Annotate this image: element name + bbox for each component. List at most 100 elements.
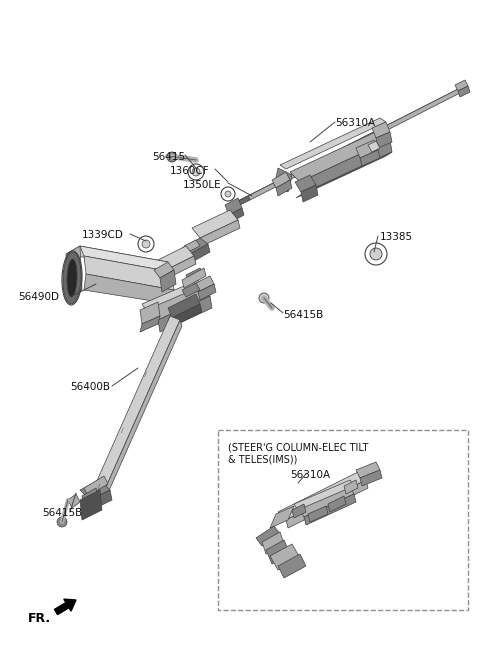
Polygon shape	[256, 526, 280, 546]
Polygon shape	[182, 268, 206, 288]
Ellipse shape	[63, 252, 81, 304]
Polygon shape	[298, 484, 354, 517]
Polygon shape	[262, 532, 284, 554]
Polygon shape	[270, 544, 300, 570]
Polygon shape	[360, 150, 380, 166]
Polygon shape	[278, 554, 306, 578]
Polygon shape	[82, 488, 98, 506]
Polygon shape	[142, 280, 202, 310]
Polygon shape	[296, 152, 392, 198]
Polygon shape	[154, 262, 174, 278]
Polygon shape	[140, 316, 160, 332]
Polygon shape	[225, 198, 242, 215]
Polygon shape	[172, 304, 202, 326]
Polygon shape	[292, 504, 306, 518]
Circle shape	[57, 517, 67, 527]
Polygon shape	[368, 141, 380, 152]
Polygon shape	[84, 256, 174, 290]
Text: 56400B: 56400B	[70, 382, 110, 392]
Text: FR.: FR.	[28, 611, 51, 625]
Polygon shape	[160, 270, 176, 292]
Polygon shape	[184, 240, 200, 252]
Circle shape	[225, 191, 231, 197]
Polygon shape	[156, 256, 196, 283]
Circle shape	[138, 236, 154, 252]
Text: 56490D: 56490D	[18, 292, 59, 302]
Polygon shape	[140, 302, 160, 324]
Polygon shape	[68, 494, 80, 508]
Text: 1360CF: 1360CF	[170, 166, 210, 176]
Text: 56415B: 56415B	[42, 508, 82, 518]
Text: 1339CD: 1339CD	[82, 230, 124, 240]
Polygon shape	[376, 132, 392, 148]
Text: 56310A: 56310A	[290, 470, 330, 480]
Polygon shape	[276, 168, 292, 185]
Polygon shape	[80, 246, 172, 272]
Polygon shape	[146, 276, 168, 294]
Polygon shape	[455, 80, 468, 91]
Polygon shape	[168, 294, 200, 318]
Circle shape	[365, 243, 387, 265]
Polygon shape	[276, 180, 292, 196]
Polygon shape	[90, 490, 112, 510]
Polygon shape	[290, 130, 390, 182]
Polygon shape	[182, 238, 208, 254]
Polygon shape	[328, 496, 346, 512]
Polygon shape	[84, 476, 108, 496]
Polygon shape	[200, 220, 240, 246]
Text: 56415B: 56415B	[283, 310, 323, 320]
Polygon shape	[84, 274, 174, 304]
Circle shape	[192, 168, 200, 176]
Polygon shape	[248, 88, 462, 200]
Polygon shape	[272, 172, 290, 188]
Polygon shape	[295, 175, 316, 192]
Polygon shape	[286, 480, 368, 528]
Polygon shape	[198, 284, 216, 300]
Polygon shape	[182, 283, 200, 297]
Polygon shape	[148, 246, 194, 275]
Polygon shape	[192, 210, 238, 238]
Circle shape	[167, 152, 177, 162]
Polygon shape	[80, 480, 110, 500]
Polygon shape	[308, 506, 328, 522]
Polygon shape	[186, 268, 204, 282]
Circle shape	[259, 293, 269, 303]
Polygon shape	[138, 268, 166, 286]
Text: (STEER'G COLUMN-ELEC TILT
& TELES(IMS)): (STEER'G COLUMN-ELEC TILT & TELES(IMS))	[228, 443, 368, 464]
FancyArrow shape	[54, 599, 76, 615]
Polygon shape	[190, 244, 210, 262]
Polygon shape	[66, 246, 168, 270]
Polygon shape	[458, 86, 470, 97]
Polygon shape	[356, 462, 380, 478]
Polygon shape	[148, 284, 210, 320]
Polygon shape	[158, 296, 212, 332]
Polygon shape	[66, 246, 82, 298]
Polygon shape	[274, 178, 290, 192]
Polygon shape	[229, 208, 244, 222]
Ellipse shape	[67, 259, 77, 297]
Polygon shape	[230, 196, 250, 209]
Polygon shape	[230, 88, 460, 205]
Polygon shape	[92, 316, 180, 496]
Polygon shape	[301, 185, 318, 202]
Polygon shape	[360, 470, 382, 486]
Text: 1350LE: 1350LE	[183, 180, 222, 190]
Circle shape	[188, 164, 204, 180]
Polygon shape	[372, 122, 390, 138]
Polygon shape	[102, 320, 182, 502]
Polygon shape	[194, 276, 214, 292]
Polygon shape	[80, 490, 102, 520]
Circle shape	[370, 248, 382, 260]
Polygon shape	[300, 140, 392, 194]
Polygon shape	[270, 506, 294, 528]
Polygon shape	[344, 480, 358, 494]
Polygon shape	[82, 500, 98, 518]
Polygon shape	[266, 540, 290, 564]
Polygon shape	[140, 272, 160, 286]
Circle shape	[221, 187, 235, 201]
Polygon shape	[304, 494, 356, 525]
Text: 13385: 13385	[380, 232, 413, 242]
Circle shape	[142, 240, 150, 248]
Polygon shape	[294, 480, 354, 510]
Polygon shape	[278, 472, 366, 520]
